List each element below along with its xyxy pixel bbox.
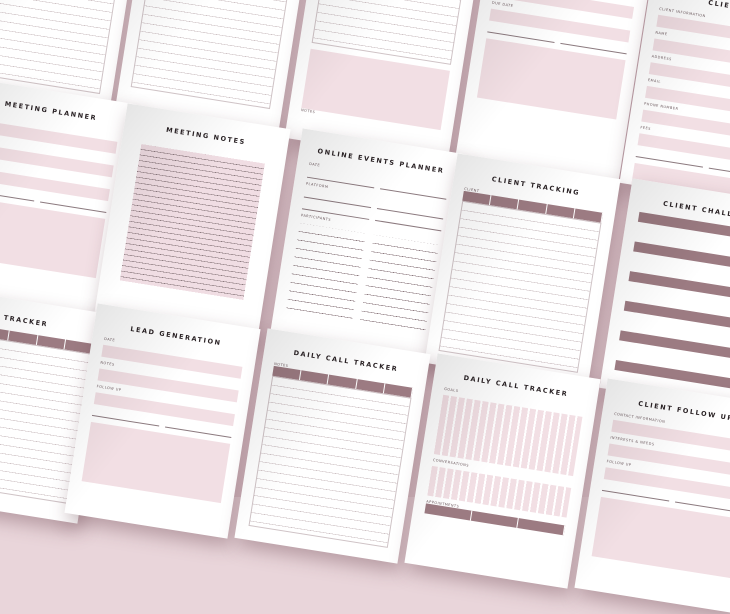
notes-box: [591, 496, 730, 579]
table-body: [0, 0, 124, 95]
table-body: [438, 200, 602, 373]
planner-page: Client Challenge: [599, 178, 730, 414]
page-title: Daily Call Tracker: [463, 373, 569, 399]
planner-page: Client Tracking Client: [424, 153, 621, 389]
ruled-lines: [110, 136, 274, 308]
planner-page: Daily Call Tracker Notes: [234, 328, 431, 564]
planner-page: Client Follow Up Contact Information Inter…: [574, 378, 730, 614]
participant-lists: [285, 223, 440, 335]
page-title: Online Events Planner: [316, 147, 445, 176]
planner-page: Daily Call Tracker Goals Conversations Appo…: [404, 353, 601, 589]
planner-page: Lead Generation Date Notes Follow Up: [64, 303, 261, 539]
table-body: [248, 375, 412, 548]
mockup-background: NotesProject DetailsDue DateClient AClie…: [0, 0, 730, 497]
page-title: Lead Generation: [129, 324, 223, 348]
planner-page: Meeting Notes: [94, 103, 291, 339]
table-body: [130, 0, 294, 110]
